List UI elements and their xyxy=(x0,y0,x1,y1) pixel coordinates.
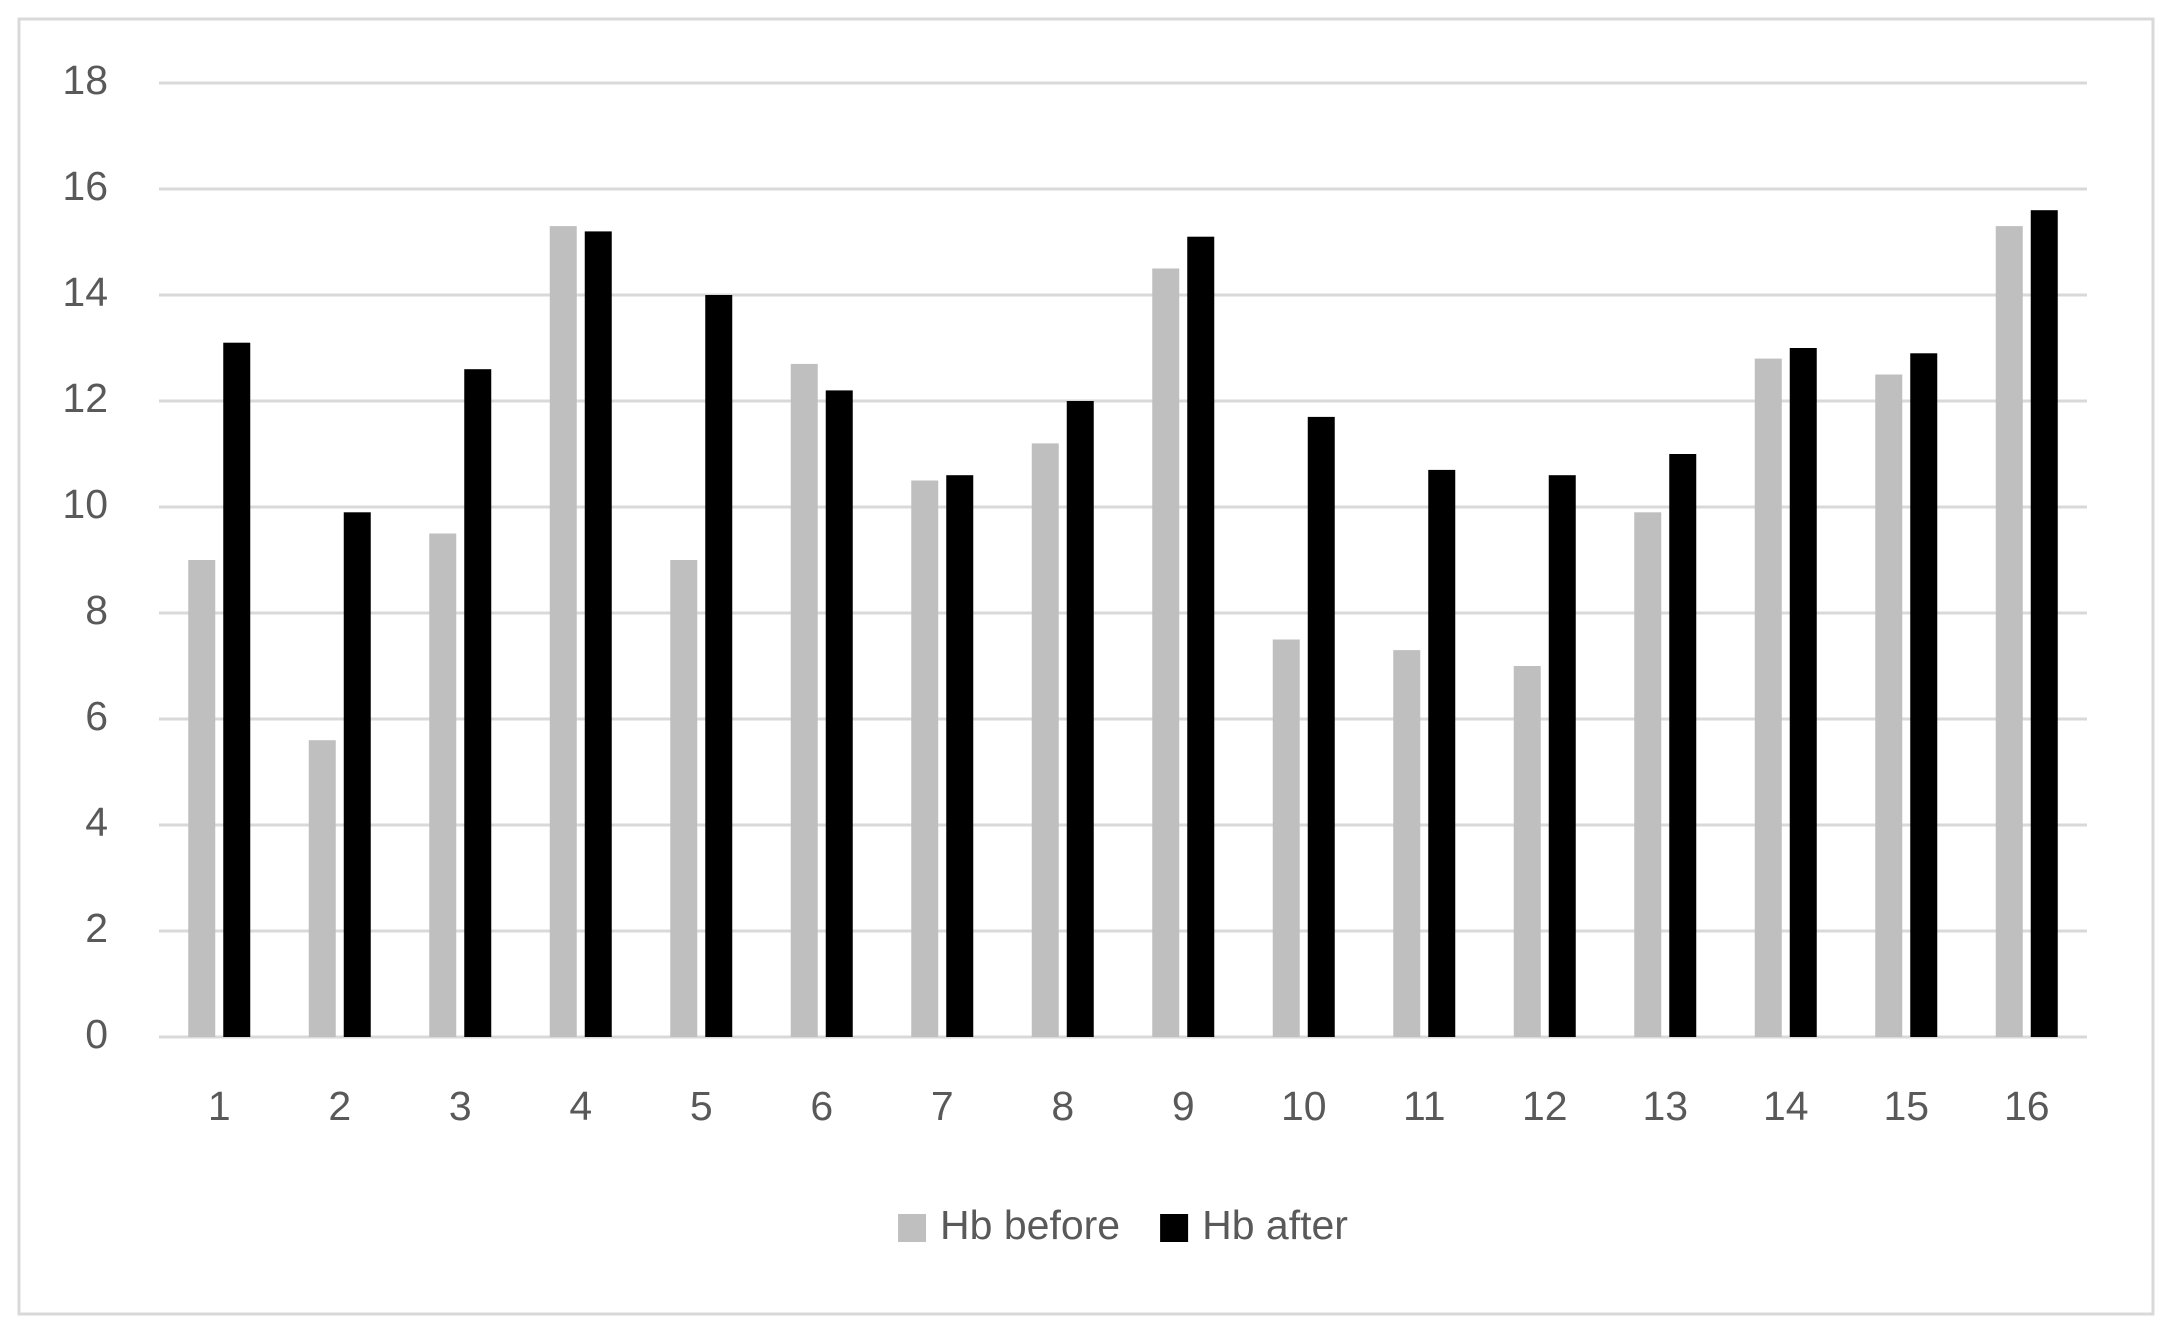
y-tick-label: 0 xyxy=(85,1011,108,1057)
x-tick-label: 6 xyxy=(810,1083,833,1129)
x-tick-label: 9 xyxy=(1172,1083,1195,1129)
x-tick-label: 3 xyxy=(449,1083,472,1129)
bar xyxy=(911,480,939,1037)
bar xyxy=(1875,374,1903,1037)
y-tick-label: 14 xyxy=(62,269,108,315)
legend-label: Hb before xyxy=(940,1202,1120,1248)
bar xyxy=(790,363,818,1037)
bar xyxy=(308,740,336,1037)
bar xyxy=(343,512,371,1037)
bar xyxy=(1307,416,1335,1037)
bar xyxy=(584,231,612,1037)
y-tick-label: 6 xyxy=(85,693,108,739)
x-tick-label: 12 xyxy=(1522,1083,1568,1129)
x-tick-label: 15 xyxy=(1883,1083,1929,1129)
legend-label: Hb after xyxy=(1202,1202,1348,1248)
bar xyxy=(705,295,733,1037)
x-tick-label: 10 xyxy=(1281,1083,1327,1129)
x-tick-label: 11 xyxy=(1403,1083,1446,1129)
y-tick-label: 18 xyxy=(62,57,108,103)
bar xyxy=(1428,469,1456,1037)
bar xyxy=(1513,666,1541,1037)
y-tick-label: 2 xyxy=(85,905,108,951)
bar xyxy=(223,342,251,1037)
bar xyxy=(825,390,853,1037)
bar xyxy=(1669,454,1697,1037)
bar xyxy=(1187,236,1215,1037)
bar xyxy=(188,560,216,1037)
x-tick-label: 5 xyxy=(690,1083,713,1129)
x-tick-label: 1 xyxy=(208,1083,231,1129)
x-tick-label: 14 xyxy=(1763,1083,1809,1129)
bar xyxy=(1995,226,2023,1038)
bar xyxy=(946,475,974,1037)
x-tick-label: 2 xyxy=(328,1083,351,1129)
legend-swatch xyxy=(1160,1214,1189,1242)
legend-swatch xyxy=(898,1214,927,1242)
bar xyxy=(2030,210,2058,1037)
bar xyxy=(1754,358,1782,1038)
bar xyxy=(670,560,698,1037)
x-tick-label: 13 xyxy=(1642,1083,1688,1129)
bar xyxy=(429,533,457,1037)
bar xyxy=(1634,512,1662,1037)
bar xyxy=(464,369,492,1037)
bar xyxy=(1031,443,1059,1037)
bar xyxy=(549,226,577,1038)
y-tick-label: 16 xyxy=(62,163,108,209)
y-tick-label: 12 xyxy=(62,375,108,421)
bar xyxy=(1548,475,1576,1037)
bar xyxy=(1272,639,1300,1037)
bar xyxy=(1066,401,1094,1037)
bar xyxy=(1789,348,1817,1037)
bar xyxy=(1393,650,1421,1037)
x-tick-label: 7 xyxy=(931,1083,954,1129)
y-tick-label: 4 xyxy=(85,799,108,845)
x-tick-label: 4 xyxy=(569,1083,592,1129)
x-tick-label: 16 xyxy=(2004,1083,2050,1129)
x-tick-label: 8 xyxy=(1051,1083,1074,1129)
bar xyxy=(1152,268,1180,1037)
y-tick-label: 8 xyxy=(85,587,108,633)
y-tick-label: 10 xyxy=(62,481,108,527)
bar xyxy=(1910,353,1938,1037)
